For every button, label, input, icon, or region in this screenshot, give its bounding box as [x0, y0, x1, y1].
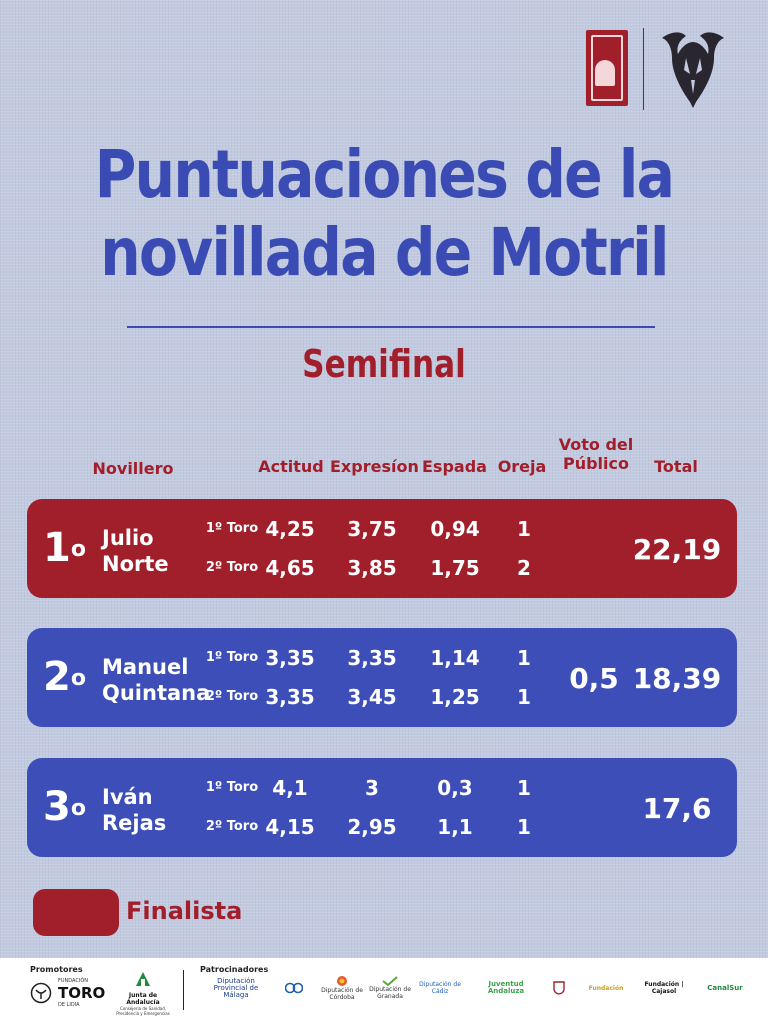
sponsor-fundacion-cajasol: Fundación | Cajasol: [644, 981, 684, 995]
header-total: Total: [654, 457, 698, 476]
logo-divider: [643, 28, 644, 110]
header-oreja: Oreja: [497, 457, 547, 476]
sponsor-logo-icon: [285, 982, 303, 994]
header-actitud: Actitud: [258, 457, 324, 476]
header-novillero: Novillero: [92, 459, 174, 478]
title-line-2: novillada de Motril: [100, 214, 669, 291]
toro-row-1: 1º Toro 3,35 3,35 1,14 1: [205, 646, 531, 670]
toro-row-2: 2º Toro 4,65 3,85 1,75 2: [205, 556, 531, 580]
novillero-name: Julio Norte: [102, 526, 169, 576]
header-expresion: Expresíon: [330, 457, 419, 476]
toro-row-1: 1º Toro 4,1 3 0,3 1: [205, 776, 531, 800]
position-badge: 3o: [43, 784, 86, 830]
sponsor-diputacion-cordoba: Diputación de Córdoba: [320, 974, 364, 1002]
total-value: 18,39: [632, 662, 722, 695]
sponsor-logo-2: [280, 974, 308, 1002]
crest-icon: [553, 981, 565, 995]
total-value: 17,6: [642, 792, 712, 825]
sponsor-diputacion-granada: Diputación de Granada: [368, 974, 412, 1002]
sponsor-diputacion-malaga: Diputación Provincial de Málaga: [213, 976, 259, 999]
page-title: Puntuaciones de la novillada de Motril: [54, 136, 714, 292]
position-badge: 2o: [43, 654, 86, 700]
sponsors-footer: Promotores Patrocinadores FUNDACIÓN TORO…: [0, 958, 768, 1024]
promotores-label: Promotores: [30, 965, 83, 974]
granada-icon: [382, 976, 398, 986]
footer-divider: [183, 970, 184, 1010]
total-value: 22,19: [632, 533, 722, 566]
patrocinadores-label: Patrocinadores: [200, 965, 269, 974]
novillero-name: Manuel Quintana: [102, 655, 211, 705]
score-row-3: 3o Iván Rejas 1º Toro 4,1 3 0,3 1 2º Toro…: [27, 758, 737, 857]
subtitle: Semifinal: [302, 342, 466, 386]
fundacion-toro-logo: FUNDACIÓN TORO DE LIDIA: [30, 978, 112, 1014]
toro-row-2: 2º Toro 4,15 2,95 1,1 1: [205, 815, 531, 839]
sponsor-canalsur: CanalSur: [707, 983, 743, 992]
cordoba-icon: [337, 976, 347, 986]
score-row-2: 2o Manuel Quintana 1º Toro 3,35 3,35 1,14…: [27, 628, 737, 727]
toro-row-2: 2º Toro 3,35 3,45 1,25 1: [205, 685, 531, 709]
header-voto-publico: Voto del Público: [558, 435, 634, 473]
junta-andalucia-logo: Junta de Andalucía Consejería de Sanidad…: [112, 970, 174, 1016]
junta-shield-icon: [136, 972, 150, 986]
title-line-1: Puntuaciones de la: [94, 136, 675, 213]
title-divider: [127, 326, 655, 328]
voto-publico-value: 0,5: [569, 662, 619, 695]
score-row-1: 1o Julio Norte 1º Toro 4,25 3,75 0,94 1 2…: [27, 499, 737, 598]
sponsor-logo-7: [544, 974, 574, 1002]
sponsor-diputacion-cadiz: Diputación de Cádiz: [419, 981, 461, 995]
header-espada: Espada: [422, 457, 487, 476]
finalista-label: Finalista: [126, 897, 243, 925]
novillero-name: Iván Rejas: [102, 785, 167, 835]
position-badge: 1o: [43, 525, 86, 571]
finalista-swatch: [33, 889, 119, 936]
top-logos: [586, 28, 730, 110]
toro-row-1: 1º Toro 4,25 3,75 0,94 1: [205, 517, 531, 541]
toro-circle-icon: [30, 982, 52, 1004]
sponsor-juventud-andaluza: Juventud Andaluza: [487, 980, 525, 995]
bull-head-icon: [662, 32, 724, 108]
sponsor-fundacion: Fundación: [588, 984, 624, 992]
brand-logo-icon: [586, 30, 628, 106]
